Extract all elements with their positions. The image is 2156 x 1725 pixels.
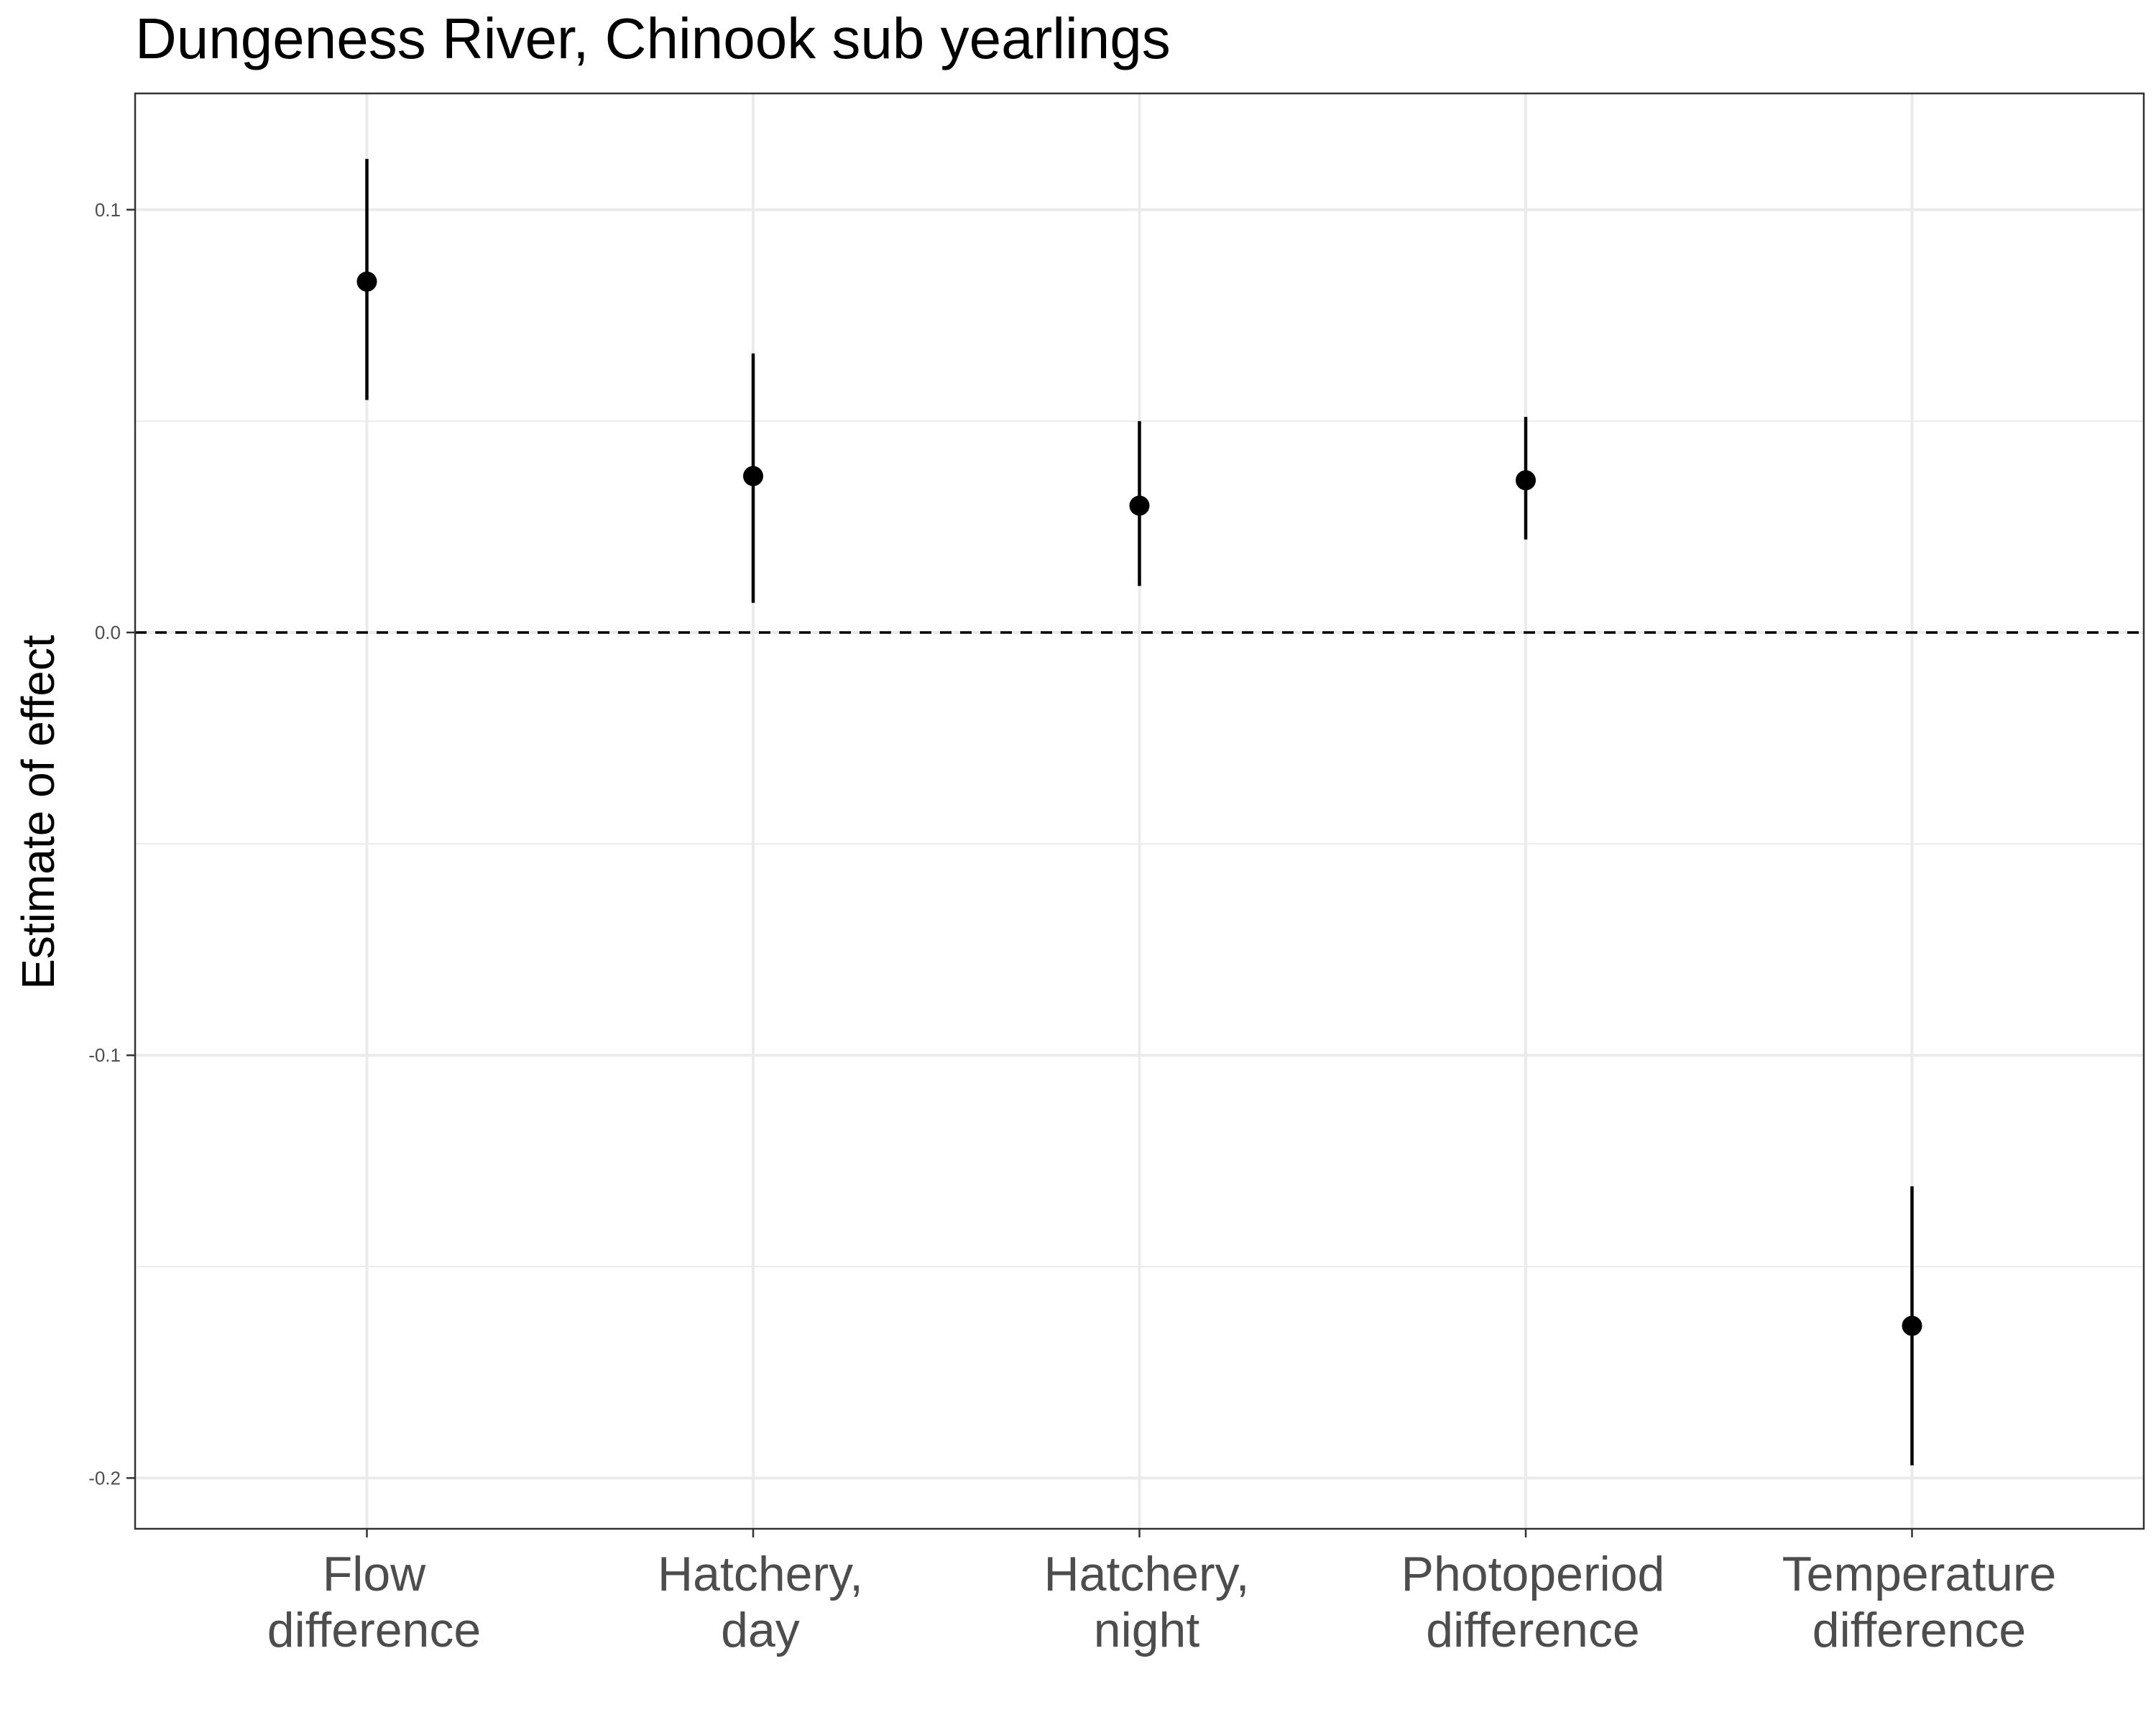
- x-tick-label: Hatchery, day: [658, 1547, 863, 1657]
- x-tick-label-line: difference: [267, 1603, 481, 1657]
- estimate-point: [1516, 470, 1536, 491]
- x-tick-label: Photoperiod difference: [1401, 1547, 1665, 1657]
- x-tick-label-line: Hatchery,: [1044, 1547, 1250, 1601]
- x-tick-label: Flow difference: [267, 1547, 481, 1657]
- x-tick-label: Temperature difference: [1782, 1547, 2057, 1657]
- y-tick-label: 0.0: [95, 622, 121, 643]
- y-tick-label: -0.2: [88, 1467, 121, 1489]
- y-axis-label: Estimate of effect: [12, 635, 64, 990]
- estimate-point: [743, 466, 763, 487]
- data-marks: [356, 159, 1922, 1466]
- x-tick-label-line: Temperature: [1782, 1547, 2057, 1601]
- x-tick-label-line: night: [1094, 1603, 1200, 1657]
- x-tick-label-line: difference: [1426, 1603, 1639, 1657]
- estimate-point: [1129, 495, 1150, 516]
- x-tick-label-line: Photoperiod: [1401, 1547, 1665, 1601]
- x-tick-label-line: day: [721, 1603, 800, 1657]
- grid-lines: [135, 93, 2144, 1529]
- x-tick-label-line: Hatchery,: [658, 1547, 863, 1601]
- y-tick-label: -0.1: [88, 1044, 121, 1066]
- y-tick-label: 0.1: [95, 199, 121, 221]
- estimate-point: [356, 271, 377, 292]
- chart-title: Dungeness River, Chinook sub yearlings: [135, 6, 1171, 70]
- x-tick-label-line: Flow: [323, 1547, 426, 1601]
- estimate-point: [1902, 1315, 1922, 1336]
- x-tick-label-line: difference: [1812, 1603, 2026, 1657]
- x-tick-label: Hatchery, night: [1044, 1547, 1250, 1657]
